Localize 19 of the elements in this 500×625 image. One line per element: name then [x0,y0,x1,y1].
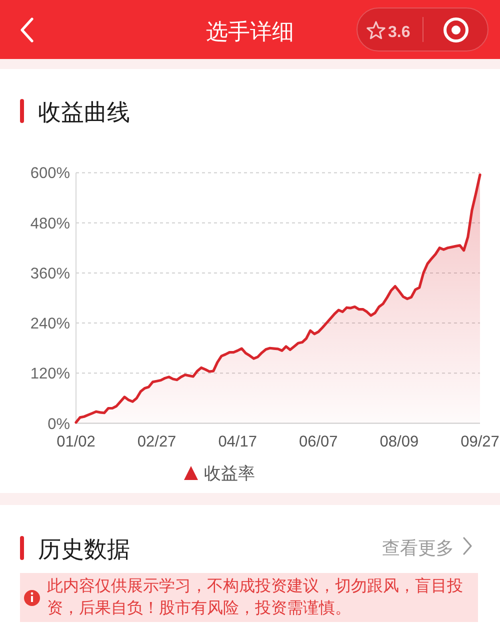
text: 查看更多 [382,538,454,558]
x-tick-label: 06/07 [299,433,338,450]
y-tick-label: 240% [30,316,70,333]
text: 历史数据 [38,536,130,562]
text: 此内容仅供展示学习，不构成投资建议，切勿跟风，盲目投资，后果自负！股市有风险，投资需谨慎。 [47,576,464,619]
y-tick-label: 600% [30,165,70,182]
x-tick-label: 02/27 [137,433,176,450]
legend-label: 收益率 [204,464,255,483]
chart-title: 收益曲线 [38,99,130,125]
x-tick-label: 08/09 [380,433,419,450]
x-tick-label: 09/27 [460,433,500,450]
y-tick-label: 360% [30,265,70,282]
text: 选手详细 [206,19,294,44]
text: 3.6 [388,24,410,41]
y-tick-label: 120% [30,366,70,383]
y-tick-label: 0% [48,416,70,433]
x-tick-label: 04/17 [218,433,257,450]
x-tick-label: 01/02 [56,433,96,450]
y-tick-label: 480% [30,215,70,232]
